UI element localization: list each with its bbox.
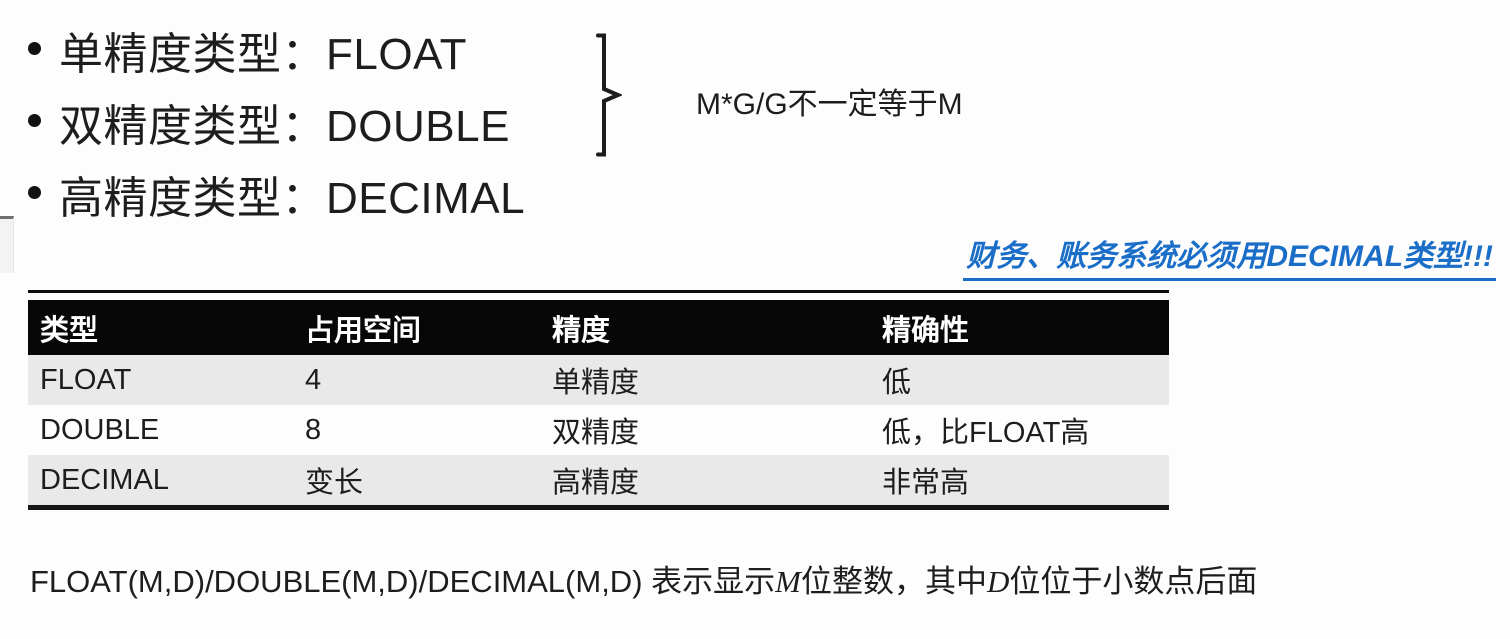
- table-body: FLOAT 4 单精度 低 DOUBLE 8 双精度 低，比FLOAT高 DEC…: [28, 355, 1169, 505]
- column-header-type: 类型: [40, 314, 99, 347]
- left-edge-artifact: [0, 216, 14, 273]
- curly-brace-icon: [596, 33, 622, 157]
- cell-accuracy: 非常高: [882, 467, 970, 499]
- table-bottom-rule: [28, 505, 1169, 510]
- list-item-label: 高精度类型：DECIMAL: [59, 174, 526, 223]
- column-header-accuracy: 精确性: [882, 314, 970, 347]
- cell-type: FLOAT: [40, 363, 132, 396]
- table-row-double: DOUBLE 8 双精度 低，比FLOAT高: [28, 405, 1169, 455]
- cell-precision: 单精度: [552, 367, 640, 399]
- bullet-dot-icon: [28, 185, 41, 199]
- cell-accuracy: 低，比FLOAT高: [882, 417, 1090, 449]
- column-header-precision: 精度: [552, 314, 611, 347]
- cell-type: DOUBLE: [40, 413, 160, 446]
- cell-space: 变长: [305, 467, 364, 499]
- variable-d: D: [986, 564, 1010, 599]
- precision-type-list: 单精度类型：FLOAT 双精度类型：DOUBLE 高精度类型：DECIMAL: [28, 14, 525, 230]
- variable-m: M: [775, 564, 801, 599]
- cell-space: 4: [305, 363, 322, 396]
- list-item-label: 单精度类型：FLOAT: [59, 30, 468, 79]
- cell-precision: 双精度: [552, 417, 640, 449]
- cell-space: 8: [305, 413, 322, 446]
- bullet-dot-icon: [28, 41, 41, 55]
- table-row-decimal: DECIMAL 变长 高精度 非常高: [28, 455, 1169, 505]
- table-header-row: 类型 占用空间 精度 精确性: [28, 300, 1169, 355]
- list-item-decimal: 高精度类型：DECIMAL: [28, 158, 525, 230]
- column-header-space: 占用空间: [305, 314, 422, 347]
- syntax-suffix: 位位于小数点后面: [1009, 564, 1258, 599]
- cell-type: DECIMAL: [40, 463, 169, 496]
- precision-comparison-table: 类型 占用空间 精度 精确性 FLOAT 4 单精度 低 DOUBLE 8 双精…: [28, 290, 1169, 510]
- bullet-dot-icon: [28, 113, 41, 127]
- syntax-prefix: FLOAT(M,D)/DOUBLE(M,D)/DECIMAL(M,D) 表示显示: [30, 564, 776, 599]
- list-item-float: 单精度类型：FLOAT: [28, 14, 525, 86]
- table-row-float: FLOAT 4 单精度 低: [28, 355, 1169, 405]
- cell-accuracy: 低: [882, 367, 912, 399]
- list-item-label: 双精度类型：DOUBLE: [59, 102, 510, 151]
- cell-precision: 高精度: [552, 467, 640, 499]
- list-item-double: 双精度类型：DOUBLE: [28, 86, 525, 158]
- syntax-explanation: FLOAT(M,D)/DOUBLE(M,D)/DECIMAL(M,D) 表示显示…: [30, 556, 1257, 601]
- decimal-requirement-note: 财务、账务系统必须用DECIMAL类型!!!: [963, 231, 1496, 281]
- table-top-rule: [28, 290, 1169, 293]
- float-double-annotation: M*G/G不一定等于M: [696, 88, 963, 121]
- syntax-mid: 位整数，其中: [800, 564, 987, 599]
